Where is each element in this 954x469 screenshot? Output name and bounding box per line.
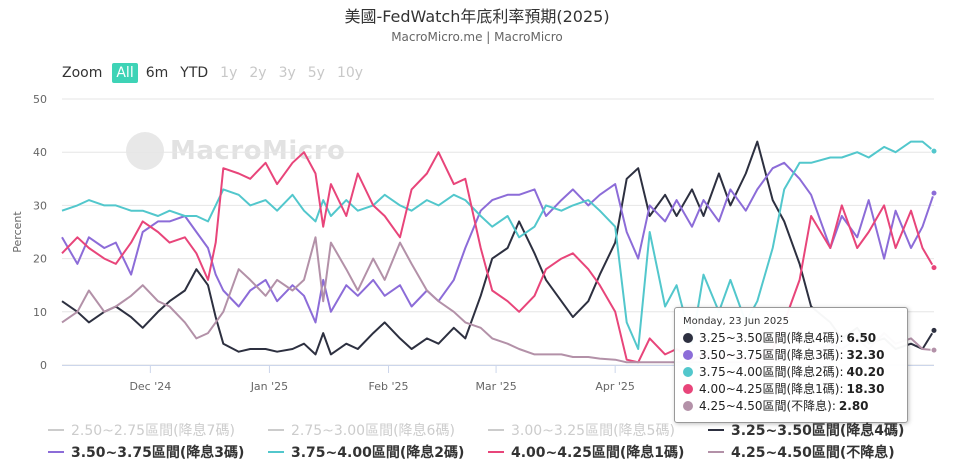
tooltip-row-label: 3.50~3.75區間(降息3碼): [699, 348, 844, 362]
range-button-2y[interactable]: 2y [249, 65, 267, 81]
legend-swatch [268, 429, 284, 431]
x-tick-label: Jan '25 [250, 380, 288, 393]
series-point [930, 326, 938, 334]
legend-item[interactable]: 3.75~4.00區間(降息2碼) [268, 442, 488, 462]
legend-swatch [708, 429, 724, 431]
legend-item[interactable]: 3.50~3.75區間(降息3碼) [48, 442, 268, 462]
tooltip-row: 3.25~3.50區間(降息4碼): 6.50 [675, 329, 907, 346]
y-tick-label: 40 [33, 146, 47, 159]
range-button-5y[interactable]: 5y [307, 65, 325, 81]
range-button-1y[interactable]: 1y [220, 65, 238, 81]
tooltip-row: 3.50~3.75區間(降息3碼): 32.30 [675, 346, 907, 363]
tooltip-date: Monday, 23 Jun 2025 [683, 316, 789, 327]
series-dot-icon [683, 383, 693, 394]
legend-label: 3.50~3.75區間(降息3碼) [71, 445, 245, 461]
range-button-all[interactable]: All [112, 63, 138, 83]
range-button-6m[interactable]: 6m [145, 65, 169, 81]
x-tick-label: Dec '24 [129, 380, 171, 393]
legend-label: 3.75~4.00區間(降息2碼) [291, 445, 465, 461]
legend-item[interactable]: 2.75~3.00區間(降息6碼) [268, 420, 488, 440]
range-button-10y[interactable]: 10y [336, 65, 364, 81]
y-tick-label: 30 [33, 199, 47, 212]
series-point [930, 346, 938, 354]
chart-title: 美國-FedWatch年底利率預期(2025) [344, 7, 610, 26]
x-tick-label: Feb '25 [369, 380, 409, 393]
legend-item[interactable]: 3.25~3.50區間(降息4碼) [708, 420, 928, 440]
tooltip-row-value: 6.50 [846, 330, 877, 345]
tooltip-row: 4.25~4.50區間(不降息): 2.80 [675, 397, 907, 414]
y-tick-label: 10 [33, 306, 47, 319]
tooltip-row-label: 4.25~4.50區間(不降息): [699, 399, 836, 413]
x-tick-label: Apr '25 [595, 380, 635, 393]
legend-swatch [708, 451, 724, 453]
tooltip-row-value: 32.30 [846, 347, 885, 362]
legend-swatch [48, 429, 64, 431]
legend-swatch [488, 451, 504, 453]
series-point [930, 147, 938, 155]
y-axis-title: Percent [11, 211, 24, 253]
tooltip-row: 3.75~4.00區間(降息2碼): 40.20 [675, 363, 907, 380]
series-line [61, 161, 935, 324]
tooltip-row: 4.00~4.25區間(降息1碼): 18.30 [675, 380, 907, 397]
legend-label: 2.75~3.00區間(降息6碼) [291, 423, 455, 439]
chart-subtitle: MacroMicro.me | MacroMicro [391, 30, 563, 44]
range-button-ytd[interactable]: YTD [180, 65, 209, 81]
tooltip-row-value: 40.20 [846, 364, 885, 379]
macromicro-logo-icon [126, 132, 164, 170]
zoom-label: Zoom [62, 65, 103, 81]
range-button-3y[interactable]: 3y [278, 65, 296, 81]
watermark-text: MacroMicro [170, 136, 346, 166]
legend-label: 4.25~4.50區間(不降息) [731, 445, 895, 461]
series-dot-icon [683, 349, 693, 360]
series-line [61, 140, 935, 356]
legend-item[interactable]: 3.00~3.25區間(降息5碼) [488, 420, 708, 440]
range-selector: Zoom All 6m YTD 1y 2y 3y 5y 10y [62, 63, 367, 83]
tooltip: Monday, 23 Jun 2025 3.25~3.50區間(降息4碼): 6.… [674, 307, 908, 423]
legend-item[interactable]: 4.25~4.50區間(不降息) [708, 442, 928, 462]
tooltip-row-label: 3.75~4.00區間(降息2碼): [699, 365, 844, 379]
legend-label: 4.00~4.25區間(降息1碼) [511, 445, 685, 461]
series-point [930, 189, 938, 197]
legend-label: 3.25~3.50區間(降息4碼) [731, 423, 905, 439]
legend-item[interactable]: 2.50~2.75區間(降息7碼) [48, 420, 268, 440]
series-point [930, 264, 938, 272]
legend-label: 2.50~2.75區間(降息7碼) [71, 423, 235, 439]
series-line [61, 140, 935, 350]
x-tick-label: Mar '25 [475, 380, 516, 393]
legend-label: 3.00~3.25區間(降息5碼) [511, 423, 675, 439]
watermark: MacroMicro [126, 132, 345, 170]
tooltip-row-value: 2.80 [838, 398, 869, 413]
legend: 2.50~2.75區間(降息7碼) 2.75~3.00區間(降息6碼) 3.00… [48, 419, 928, 463]
legend-swatch [488, 429, 504, 431]
y-tick-label: 0 [40, 359, 47, 372]
series-dot-icon [683, 366, 693, 377]
y-tick-label: 20 [33, 253, 47, 266]
tooltip-row-value: 18.30 [846, 381, 885, 396]
y-tick-label: 50 [33, 93, 47, 106]
legend-swatch [268, 451, 284, 453]
legend-swatch [48, 451, 64, 453]
series-dot-icon [683, 400, 693, 411]
legend-item[interactable]: 4.00~4.25區間(降息1碼) [488, 442, 708, 462]
series-dot-icon [683, 332, 693, 343]
tooltip-row-label: 4.00~4.25區間(降息1碼): [699, 382, 844, 396]
tooltip-row-label: 3.25~3.50區間(降息4碼): [699, 331, 844, 345]
